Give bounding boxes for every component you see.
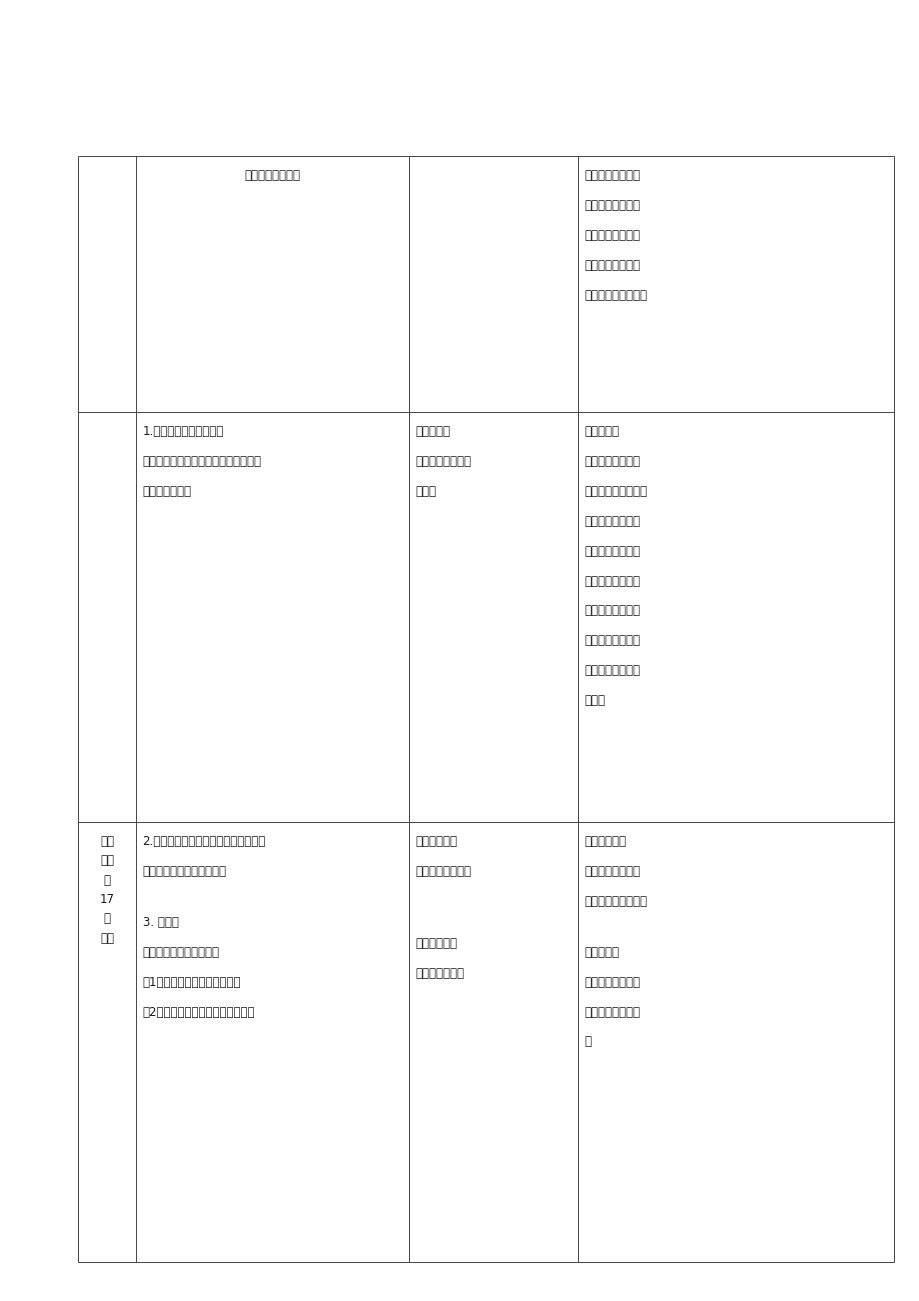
Text: 作用。: 作用。 <box>415 485 437 498</box>
Text: 1.认识智能生态水培箱。: 1.认识智能生态水培箱。 <box>142 425 223 438</box>
Text: 培箱、了解其功能: 培箱、了解其功能 <box>584 455 640 468</box>
Text: 的生长信息和环境: 的生长信息和环境 <box>584 605 640 618</box>
Text: 健康的枝条: 健康的枝条 <box>584 946 618 959</box>
Bar <box>78 156 893 1262</box>
Text: 助于帮助学生从整: 助于帮助学生从整 <box>584 865 640 878</box>
Text: 观察、思考、: 观察、思考、 <box>415 937 458 950</box>
Text: 归纳总结，有: 归纳总结，有 <box>584 835 626 848</box>
Text: 植过程：剪枝、种植、养护: 植过程：剪枝、种植、养护 <box>142 865 226 878</box>
Text: （: （ <box>104 874 110 887</box>
Text: 观看、思考，: 观看、思考， <box>415 835 458 848</box>
Text: （2）出示实物和教学课件图片并说: （2）出示实物和教学课件图片并说 <box>142 1006 255 1019</box>
Text: 学生尝试智慧种植。: 学生尝试智慧种植。 <box>584 289 646 302</box>
Text: 方面的运用，鼓励: 方面的运用，鼓励 <box>584 259 640 272</box>
Text: （1）请学生说一说剪枝要领。: （1）请学生说一说剪枝要领。 <box>142 976 241 989</box>
Text: 分: 分 <box>104 912 110 925</box>
Text: 了解剪枝要领。: 了解剪枝要领。 <box>415 967 464 980</box>
Text: 3. 剪枝。: 3. 剪枝。 <box>142 916 178 929</box>
Text: 认识生态水: 认识生态水 <box>584 425 618 438</box>
Text: 探究: 探究 <box>100 835 114 848</box>
Text: 提问：生态水培箱里有哪些部件？各部: 提问：生态水培箱里有哪些部件？各部 <box>142 455 261 468</box>
Text: 是智慧种植的基础。: 是智慧种植的基础。 <box>584 485 646 498</box>
Text: 等。引导学生寻找: 等。引导学生寻找 <box>584 169 640 182</box>
Text: 17: 17 <box>99 892 115 905</box>
Text: （板书）智慧种植: （板书）智慧种植 <box>244 169 301 182</box>
Text: 指导学生探究剪枝要领：: 指导学生探究剪枝要领： <box>142 946 220 959</box>
Text: 生需掌握选枝、剪: 生需掌握选枝、剪 <box>584 1006 640 1019</box>
Text: 体上把握种植过程。: 体上把握种植过程。 <box>584 895 646 908</box>
Text: 初步了解种植过程: 初步了解种植过程 <box>415 865 471 878</box>
Text: 态水培箱的部件及: 态水培箱的部件及 <box>415 455 471 468</box>
Text: 枝: 枝 <box>584 1036 591 1049</box>
Text: 水培箱可以通过各: 水培箱可以通过各 <box>584 545 640 558</box>
Text: 类传感器获取植物: 类传感器获取植物 <box>584 575 640 588</box>
Text: 新技术在智慧种植: 新技术在智慧种植 <box>584 229 640 242</box>
Text: 了解智能生: 了解智能生 <box>415 425 450 438</box>
Text: 学习: 学习 <box>100 855 114 868</box>
Text: 信息，及时调整种: 信息，及时调整种 <box>584 635 640 648</box>
Text: 件有什么作用？: 件有什么作用？ <box>142 485 191 498</box>
Text: 生长。: 生长。 <box>584 693 605 706</box>
Text: 植条件，促进植物: 植条件，促进植物 <box>584 665 640 678</box>
Text: 2.组织学生自学教材内容。归纳智慧种: 2.组织学生自学教材内容。归纳智慧种 <box>142 835 266 848</box>
Text: 引导学生了解生态: 引导学生了解生态 <box>584 515 640 528</box>
Text: 解决的方法，引出: 解决的方法，引出 <box>584 199 640 212</box>
Text: 钟）: 钟） <box>100 932 114 945</box>
Text: 是种植的基础，学: 是种植的基础，学 <box>584 976 640 989</box>
